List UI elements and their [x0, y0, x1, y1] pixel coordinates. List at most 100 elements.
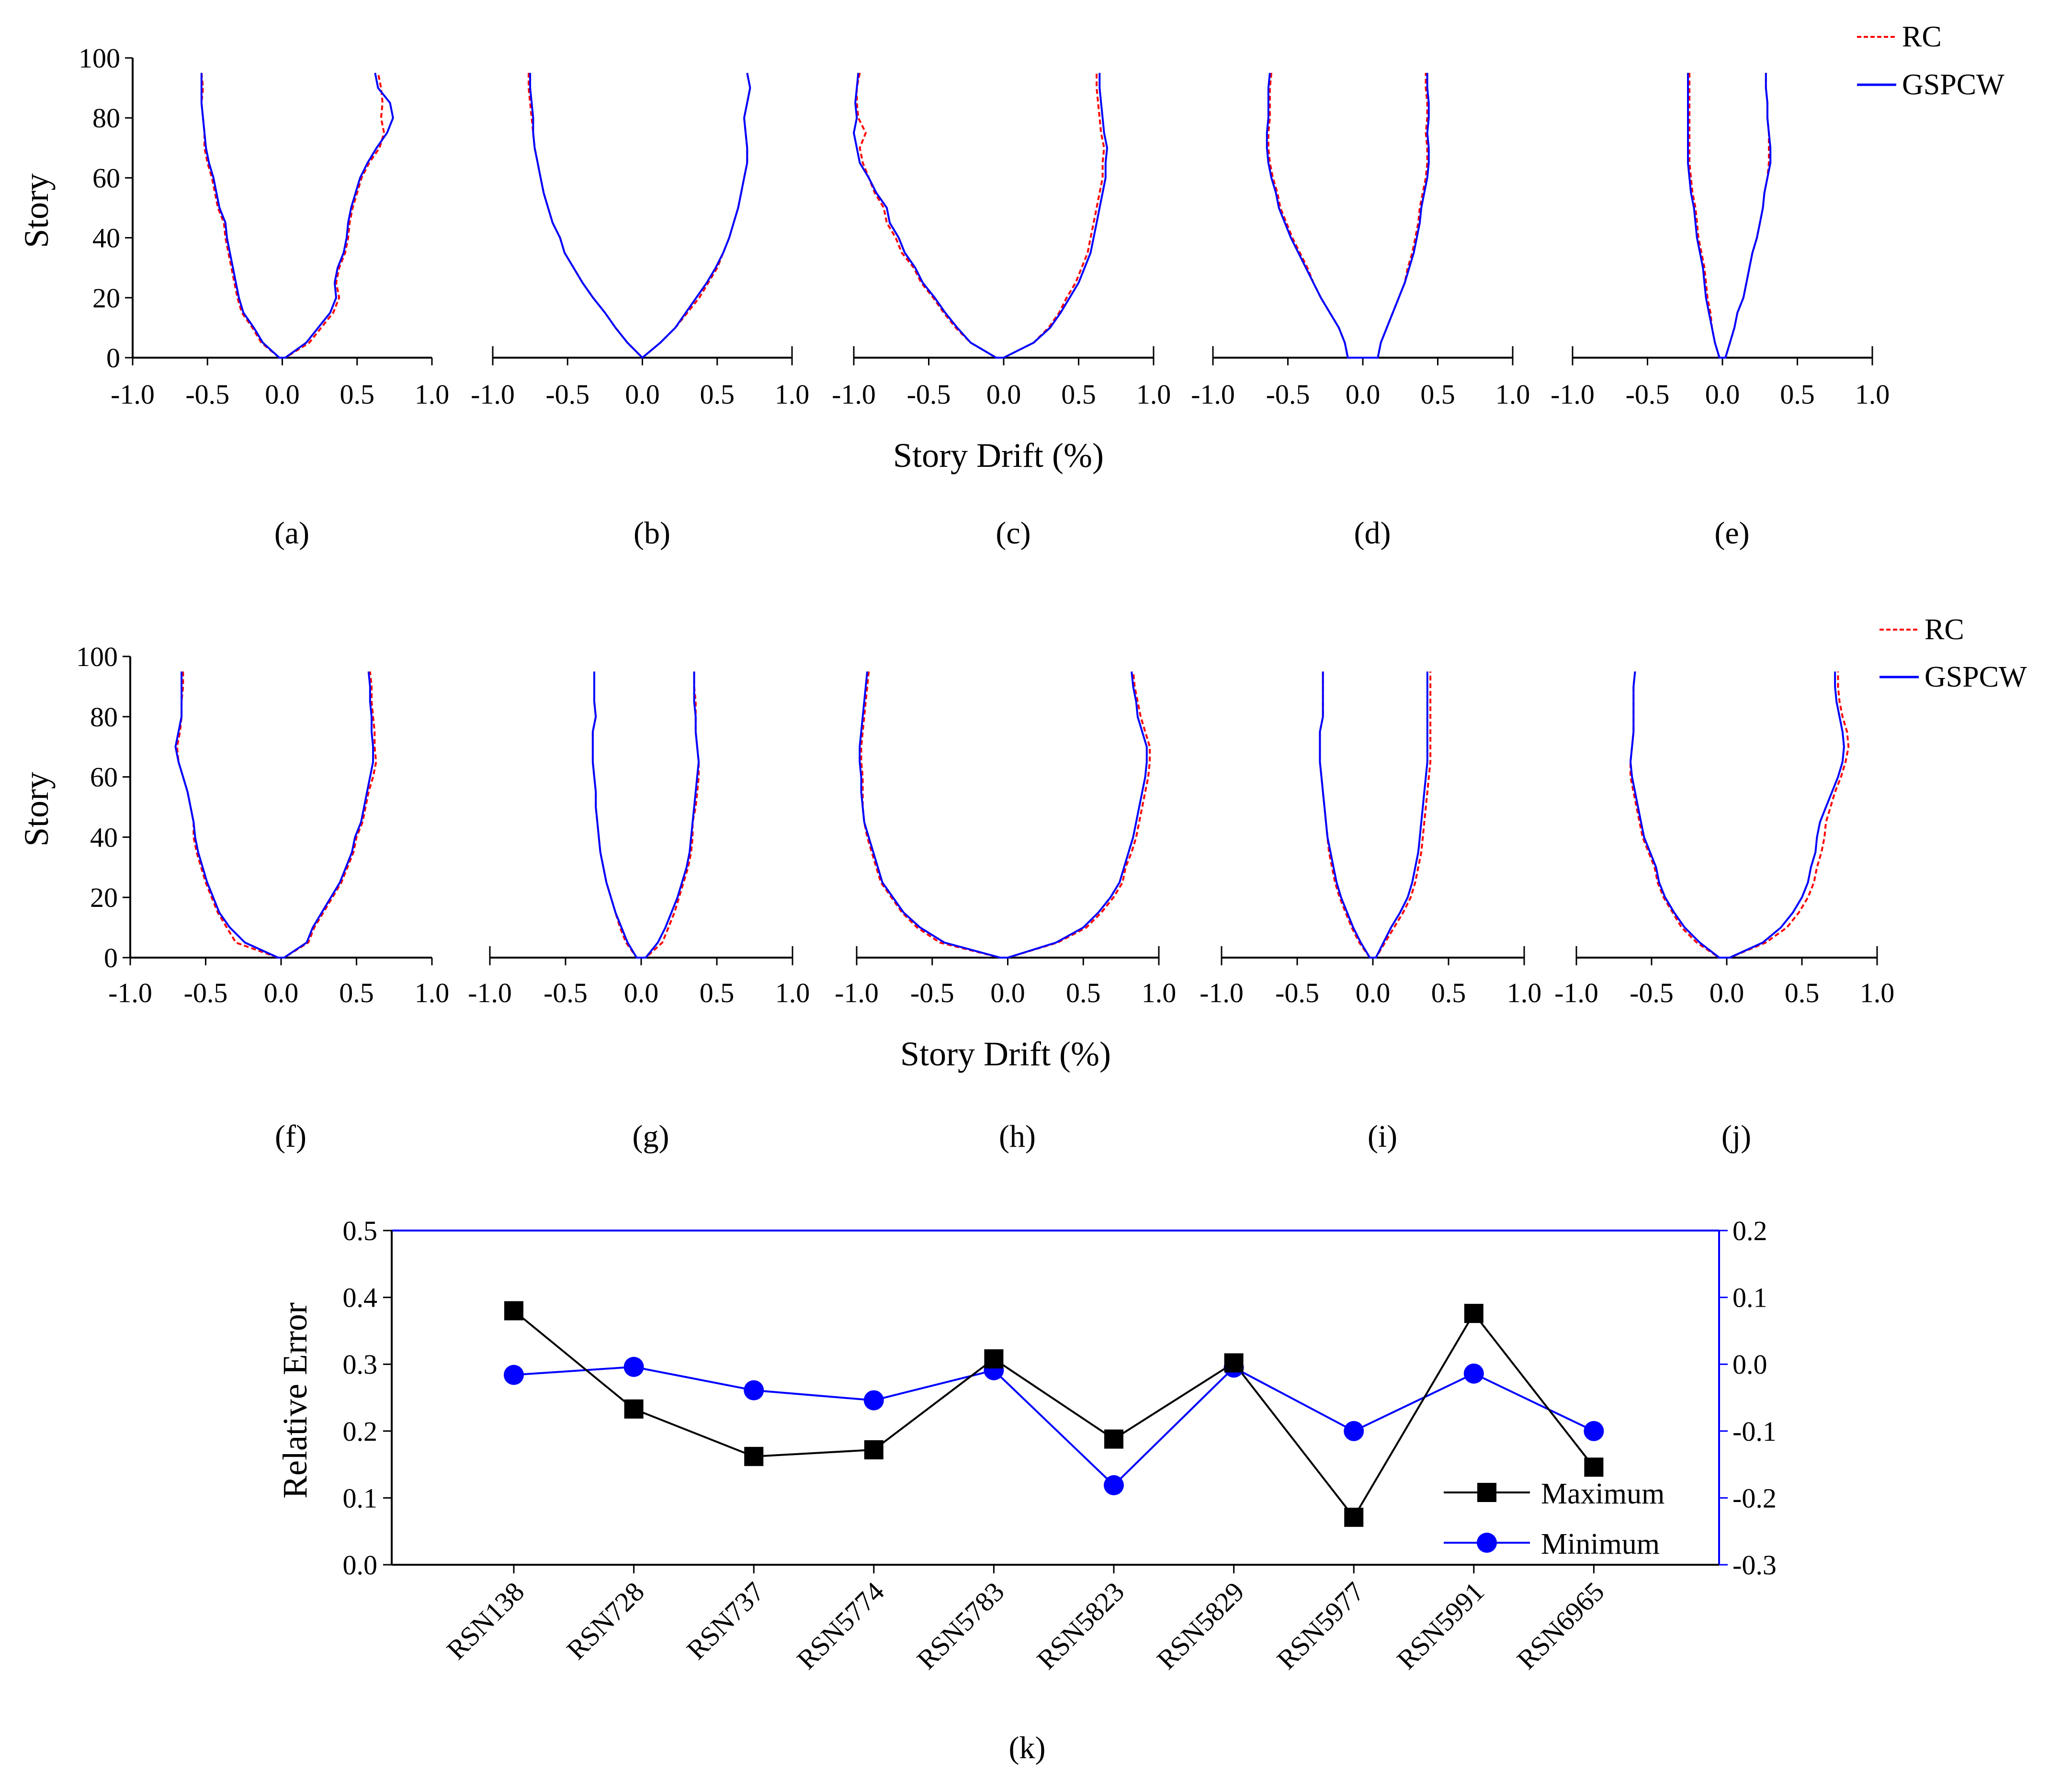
row-2-axis-titles: Story Story Drift (%) — [17, 772, 1111, 1073]
minimum-marker — [1104, 1475, 1124, 1495]
relative-error-chart: 0.0 0.1 0.2 0.3 0.4 0.5 -0.3 -0.2 -0.1 0.0 0.1 0.2 R… — [276, 1215, 1777, 1765]
right-y-tick-label: 0.1 — [1732, 1282, 1767, 1313]
left-y-tick-label: 0.2 — [343, 1416, 378, 1447]
maximum-marker — [1344, 1507, 1364, 1527]
x-tick-label: -0.5 — [184, 977, 228, 1008]
gspcw-drift-curve — [591, 671, 700, 959]
panel-label: (d) — [1354, 516, 1391, 551]
x-tick-label: -1.0 — [832, 379, 876, 410]
x-tick-label: 0.0 — [264, 977, 299, 1008]
drift-panel-d: -1.0 -0.5 0.0 0.5 1.0 (d) — [1191, 73, 1530, 551]
drift-panel-e: -1.0 -0.5 0.0 0.5 1.0 (e) — [1551, 73, 1890, 551]
drift-panel-a: -1.0 -0.5 0.0 0.5 1.0 0 20 40 60 80 100 (a) — [79, 43, 449, 551]
x-tick-label: 0.5 — [700, 379, 735, 410]
x-tick-label: 0.5 — [1061, 379, 1096, 410]
x-category-label: RSN5774 — [791, 1576, 890, 1675]
x-tick-label: -0.5 — [1266, 379, 1310, 410]
x-tick-label: -1.0 — [468, 977, 512, 1008]
rc-drift-curve — [1630, 671, 1850, 959]
x-tick-label: 0.5 — [1431, 977, 1466, 1008]
maximum-marker — [1464, 1304, 1483, 1323]
drift-panel-i: -1.0 -0.5 0.0 0.5 1.0 (i) — [1200, 671, 1542, 1154]
drift-panel-j: -1.0 -0.5 0.0 0.5 1.0 (j) — [1554, 671, 1895, 1154]
left-y-tick-label: 0.3 — [343, 1349, 378, 1380]
x-category-label: RSN5823 — [1030, 1576, 1130, 1675]
x-tick-label: -0.5 — [1275, 977, 1319, 1008]
panel-label: (f) — [275, 1119, 306, 1154]
x-tick-label: 1.0 — [775, 977, 810, 1008]
panel-label: (h) — [999, 1119, 1036, 1154]
minimum-marker — [504, 1365, 524, 1385]
y-tick-label: 80 — [90, 701, 118, 733]
right-y-tick-label: -0.1 — [1732, 1416, 1777, 1447]
y-tick-label: 100 — [76, 641, 118, 672]
maximum-series-line — [513, 1310, 1595, 1519]
x-category-label: RSN5977 — [1271, 1576, 1370, 1675]
x-tick-label: 1.0 — [415, 379, 450, 410]
row-1-x-axis-title: Story Drift (%) — [893, 436, 1104, 474]
panel-label: (j) — [1721, 1119, 1751, 1154]
x-tick-label: 1.0 — [1136, 379, 1171, 410]
x-tick-label: -0.5 — [185, 379, 229, 410]
row-1-axis-titles: Story Story Drift (%) — [17, 173, 1104, 474]
x-tick-label: -0.5 — [1630, 977, 1674, 1008]
x-category-label: RSN737 — [680, 1576, 770, 1665]
gspcw-drift-curve — [1630, 671, 1845, 959]
x-tick-label: -0.5 — [545, 379, 589, 410]
y-tick-label: 100 — [79, 43, 120, 74]
x-tick-label: -0.5 — [907, 379, 951, 410]
x-tick-label: -1.0 — [1551, 379, 1595, 410]
minimum-series-line — [513, 1366, 1595, 1487]
panel-label: (g) — [633, 1119, 669, 1154]
drift-panel-f: -1.0 -0.5 0.0 0.5 1.0 0 20 40 60 80 100 (f) — [76, 641, 449, 1154]
legend-minimum-swatch-marker — [1477, 1533, 1497, 1553]
rc-drift-curve — [200, 72, 385, 359]
legend-minimum-label: Minimum — [1541, 1528, 1660, 1560]
x-tick-label: 0.0 — [986, 379, 1021, 410]
panel-label: (k) — [1009, 1730, 1046, 1765]
rc-drift-curve — [176, 671, 377, 959]
x-tick-label: -0.5 — [543, 977, 588, 1008]
x-tick-label: 0.5 — [339, 977, 374, 1008]
x-tick-label: -1.0 — [1200, 977, 1244, 1008]
x-tick-label: 1.0 — [1495, 379, 1530, 410]
x-tick-label: 1.0 — [1860, 977, 1895, 1008]
x-tick-label: 0.5 — [1420, 379, 1455, 410]
left-y-tick-label: 0.0 — [343, 1549, 378, 1581]
drift-panel-c: -1.0 -0.5 0.0 0.5 1.0 (c) — [832, 72, 1171, 551]
gspcw-drift-curve — [1687, 73, 1772, 359]
x-tick-label: 1.0 — [1855, 379, 1890, 410]
legend-top: RC GSPCW — [1857, 21, 2004, 101]
minimum-marker — [1344, 1421, 1364, 1441]
x-category-label: RSN5829 — [1151, 1576, 1250, 1675]
x-category-label: RSN5991 — [1391, 1576, 1490, 1675]
x-tick-label: 1.0 — [1507, 977, 1542, 1008]
minimum-marker — [623, 1356, 644, 1377]
x-tick-label: -0.5 — [1626, 379, 1670, 410]
row-2-y-axis-title: Story — [17, 772, 56, 847]
y-axis-title: Relative Error — [276, 1302, 314, 1499]
gspcw-drift-curve — [1266, 73, 1430, 359]
maximum-marker — [1104, 1429, 1123, 1449]
minimum-marker — [863, 1390, 884, 1411]
gspcw-drift-curve — [200, 72, 394, 359]
y-tick-label: 40 — [90, 822, 118, 853]
rc-drift-curve — [591, 671, 700, 959]
left-y-tick-label: 0.5 — [343, 1215, 378, 1246]
x-tick-label: 0.0 — [990, 977, 1025, 1008]
legend-rc-label: RC — [1902, 21, 1942, 53]
maximum-marker — [864, 1440, 883, 1459]
y-tick-label: 0 — [106, 342, 120, 373]
x-tick-label: 0.0 — [1710, 977, 1744, 1008]
right-y-tick-label: -0.2 — [1732, 1482, 1777, 1514]
right-y-tick-label: 0.0 — [1732, 1349, 1767, 1380]
legend-rc-label: RC — [1925, 613, 1964, 646]
legend-gspcw-label: GSPCW — [1902, 68, 2004, 101]
x-tick-label: 1.0 — [1142, 977, 1177, 1008]
maximum-marker — [1584, 1457, 1604, 1477]
x-tick-label: 0.5 — [340, 379, 375, 410]
rc-drift-curve — [1688, 73, 1770, 359]
x-tick-label: -1.0 — [1554, 977, 1598, 1008]
panel-label: (e) — [1714, 516, 1749, 551]
